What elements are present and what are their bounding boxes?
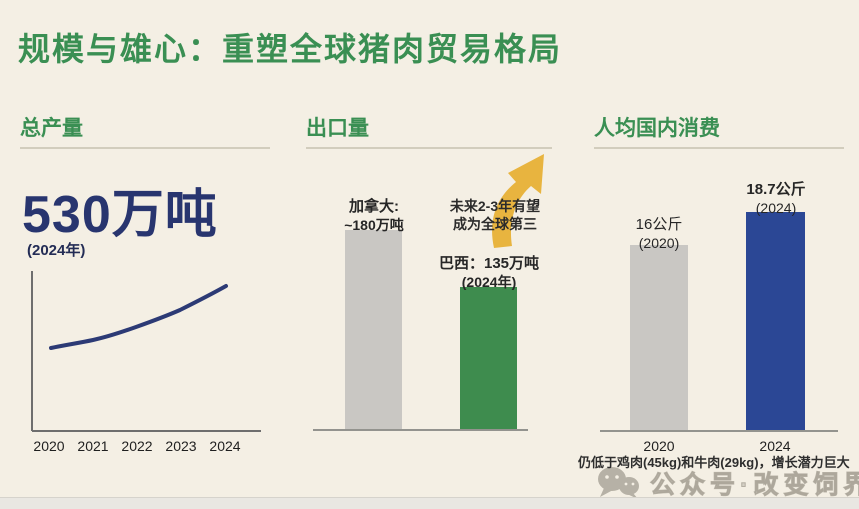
canada-label-name: 加拿大: <box>349 198 399 215</box>
exports-annotation-line1: 未来2-3年有望 <box>449 198 541 214</box>
consumption-2024-bar <box>746 212 805 430</box>
consumption-2020-bar <box>630 245 688 430</box>
consumption-2020-label: 16公斤 (2020) <box>619 216 699 252</box>
brazil-label-value: 巴西：135万吨 <box>438 255 540 272</box>
consumption-2024-label: 18.7公斤 (2024) <box>734 181 818 217</box>
brazil-label-year: (2024年) <box>461 273 517 290</box>
production-line-chart <box>31 271 261 432</box>
page-title: 规模与雄心：重塑全球猪肉贸易格局 <box>18 31 563 67</box>
consumption-footnote: 仍低于鸡肉(45kg)和牛肉(29kg)，增长潜力巨大 <box>578 455 850 470</box>
consumption-2024-year: (2024) <box>755 199 797 216</box>
section-header-production: 总产量 <box>20 117 83 140</box>
consumption-2024-value: 18.7公斤 <box>746 181 806 198</box>
bottom-strip <box>0 497 859 509</box>
watermark: 公众号·改变饲界 <box>596 465 859 501</box>
brazil-bar <box>460 287 517 429</box>
consumption-2020-value: 16公斤 <box>635 216 683 233</box>
brazil-bar-label: 巴西：135万吨 (2024年) <box>428 255 550 291</box>
canada-bar <box>345 230 402 429</box>
production-trend-line <box>49 284 228 350</box>
exports-baseline <box>313 429 528 431</box>
consumption-2020-year: (2020) <box>638 234 680 251</box>
consumption-baseline <box>600 430 838 432</box>
watermark-text: 公众号·改变饲界 <box>649 471 859 500</box>
exports-annotation-line2: 成为全球第三 <box>453 215 537 232</box>
exports-annotation: 未来2-3年有望 成为全球第三 <box>438 198 552 233</box>
wechat-icon <box>598 467 639 499</box>
production-big-value: 530万吨 <box>22 186 218 244</box>
section-header-consumption: 人均国内消费 <box>594 117 720 140</box>
growth-arrow-icon <box>492 154 544 248</box>
x-tick-2024: 2024 <box>209 438 241 454</box>
section-header-exports: 出口量 <box>306 117 369 140</box>
section-underline-consumption <box>594 147 844 149</box>
x-tick-2021: 2021 <box>77 438 109 454</box>
x-tick-2023: 2023 <box>165 438 197 454</box>
x-tick-2020: 2020 <box>33 438 65 454</box>
x-tick-2022: 2022 <box>121 438 153 454</box>
canada-bar-label: 加拿大: ~180万吨 <box>323 198 425 234</box>
canada-label-value: ~180万吨 <box>344 216 404 233</box>
section-underline-exports <box>306 147 552 149</box>
production-big-note: (2024年) <box>27 242 86 259</box>
consumption-x-tick-2024: 2024 <box>759 438 791 454</box>
section-underline-production <box>20 147 270 149</box>
consumption-x-tick-2020: 2020 <box>643 438 675 454</box>
